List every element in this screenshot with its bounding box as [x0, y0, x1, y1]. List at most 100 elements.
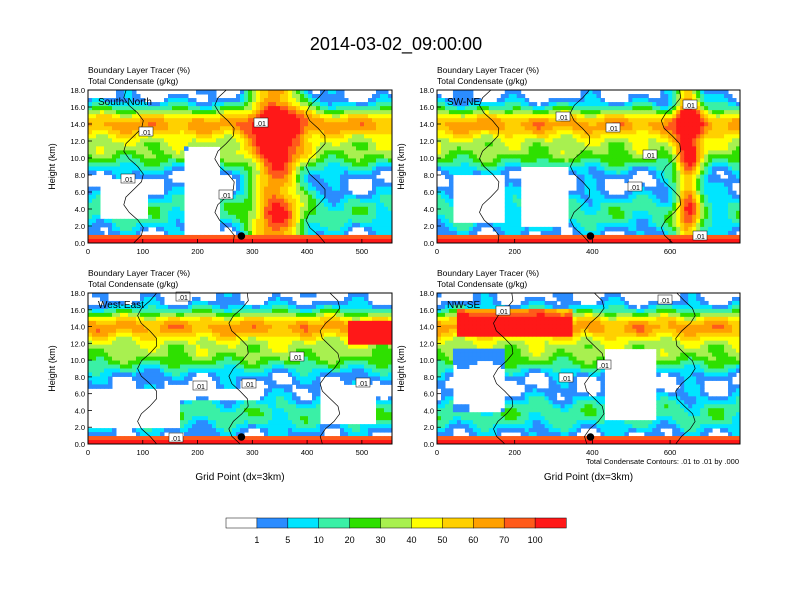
heatmap-cell	[728, 162, 733, 167]
heatmap-cell	[640, 206, 645, 212]
heatmap-cell	[248, 130, 253, 135]
heatmap-cell	[584, 186, 589, 192]
heatmap-cell	[496, 122, 502, 127]
heatmap-cell	[668, 114, 673, 119]
heatmap-cell	[108, 114, 113, 119]
heatmap-cell	[232, 114, 237, 119]
heatmap-cell	[332, 226, 337, 232]
heatmap-cell	[708, 102, 713, 107]
heatmap-cell	[648, 206, 653, 212]
heatmap-cell	[104, 308, 109, 314]
heatmap-cell	[624, 118, 629, 123]
heatmap-cell	[700, 178, 705, 184]
heatmap-cell	[148, 162, 153, 167]
heatmap-cell	[340, 122, 345, 127]
heatmap-cell	[472, 150, 478, 155]
heatmap-cell	[364, 222, 369, 228]
heatmap-cell	[356, 154, 361, 159]
heatmap-cell	[104, 328, 109, 334]
heatmap-cell	[712, 210, 717, 216]
heatmap-cell	[264, 158, 269, 163]
heatmap-cell	[468, 130, 474, 135]
heatmap-cell	[437, 154, 442, 159]
heatmap-cell	[144, 110, 149, 115]
heatmap-cell	[264, 170, 269, 176]
heatmap-cell	[108, 226, 113, 232]
heatmap-cell	[92, 340, 97, 346]
heatmap-cell	[116, 158, 121, 163]
heatmap-cell	[684, 178, 689, 184]
heatmap-cell	[304, 170, 309, 176]
heatmap-cell	[488, 126, 494, 131]
heatmap-cell	[108, 336, 113, 342]
heatmap-cell	[344, 214, 349, 220]
heatmap-cell	[312, 166, 317, 172]
heatmap-cell	[452, 238, 458, 243]
heatmap-cell	[300, 234, 305, 240]
heatmap-cell	[452, 146, 458, 151]
heatmap-cell	[136, 238, 141, 243]
heatmap-cell	[180, 202, 185, 208]
heatmap-cell	[272, 150, 277, 155]
heatmap-cell	[220, 226, 225, 232]
heatmap-cell	[300, 198, 305, 204]
heatmap-cell	[716, 210, 721, 216]
heatmap-cell	[488, 146, 494, 151]
heatmap-cell	[316, 226, 321, 232]
heatmap-cell	[280, 118, 285, 123]
heatmap-cell	[244, 198, 249, 204]
heatmap-cell	[464, 122, 470, 127]
heatmap-cell	[376, 138, 381, 143]
heatmap-cell	[624, 154, 629, 159]
heatmap-cell	[176, 146, 181, 151]
heatmap-cell	[684, 198, 689, 204]
heatmap-cell	[688, 226, 693, 232]
heatmap-cell	[232, 122, 237, 127]
heatmap-cell	[100, 376, 105, 381]
heatmap-cell	[448, 234, 454, 240]
heatmap-cell	[368, 194, 373, 200]
heatmap-cell	[108, 324, 113, 330]
heatmap-cell	[460, 126, 466, 131]
heatmap-cell	[284, 206, 289, 212]
heatmap-cell	[360, 154, 365, 159]
heatmap-cell	[352, 234, 357, 240]
heatmap-cell	[632, 230, 637, 236]
heatmap-cell	[96, 118, 101, 123]
heatmap-cell	[680, 202, 685, 208]
heatmap-cell	[124, 134, 129, 139]
heatmap-cell	[344, 138, 349, 143]
heatmap-cell	[437, 222, 442, 228]
heatmap-cell	[308, 218, 313, 224]
heatmap-cell	[376, 218, 381, 224]
heatmap-cell	[552, 114, 558, 119]
heatmap-cell	[624, 198, 629, 204]
heatmap-cell	[156, 158, 161, 163]
heatmap-cell	[336, 158, 341, 163]
heatmap-cell	[288, 206, 293, 212]
heatmap-cell	[596, 146, 601, 151]
heatmap-cell	[328, 158, 333, 163]
heatmap-cell	[672, 234, 677, 240]
heatmap-cell	[340, 190, 345, 196]
heatmap-cell	[620, 166, 625, 172]
heatmap-cell	[444, 98, 450, 103]
heatmap-cell	[724, 186, 729, 192]
heatmap-cell	[152, 218, 157, 224]
heatmap-cell	[696, 186, 701, 192]
heatmap-cell	[724, 166, 729, 172]
heatmap-cell	[100, 440, 105, 444]
heatmap-cell	[724, 158, 729, 163]
heatmap-cell	[500, 154, 506, 159]
heatmap-cell	[356, 206, 361, 212]
heatmap-cell	[596, 162, 601, 167]
heatmap-cell	[276, 206, 281, 212]
heatmap-cell	[132, 142, 137, 147]
heatmap-cell	[384, 138, 389, 143]
contour-label-box	[253, 117, 269, 128]
heatmap-cell	[568, 114, 574, 119]
heatmap-cell	[120, 142, 125, 147]
heatmap-cell	[468, 94, 474, 99]
heatmap-cell	[308, 94, 313, 99]
heatmap-cell	[320, 194, 325, 200]
